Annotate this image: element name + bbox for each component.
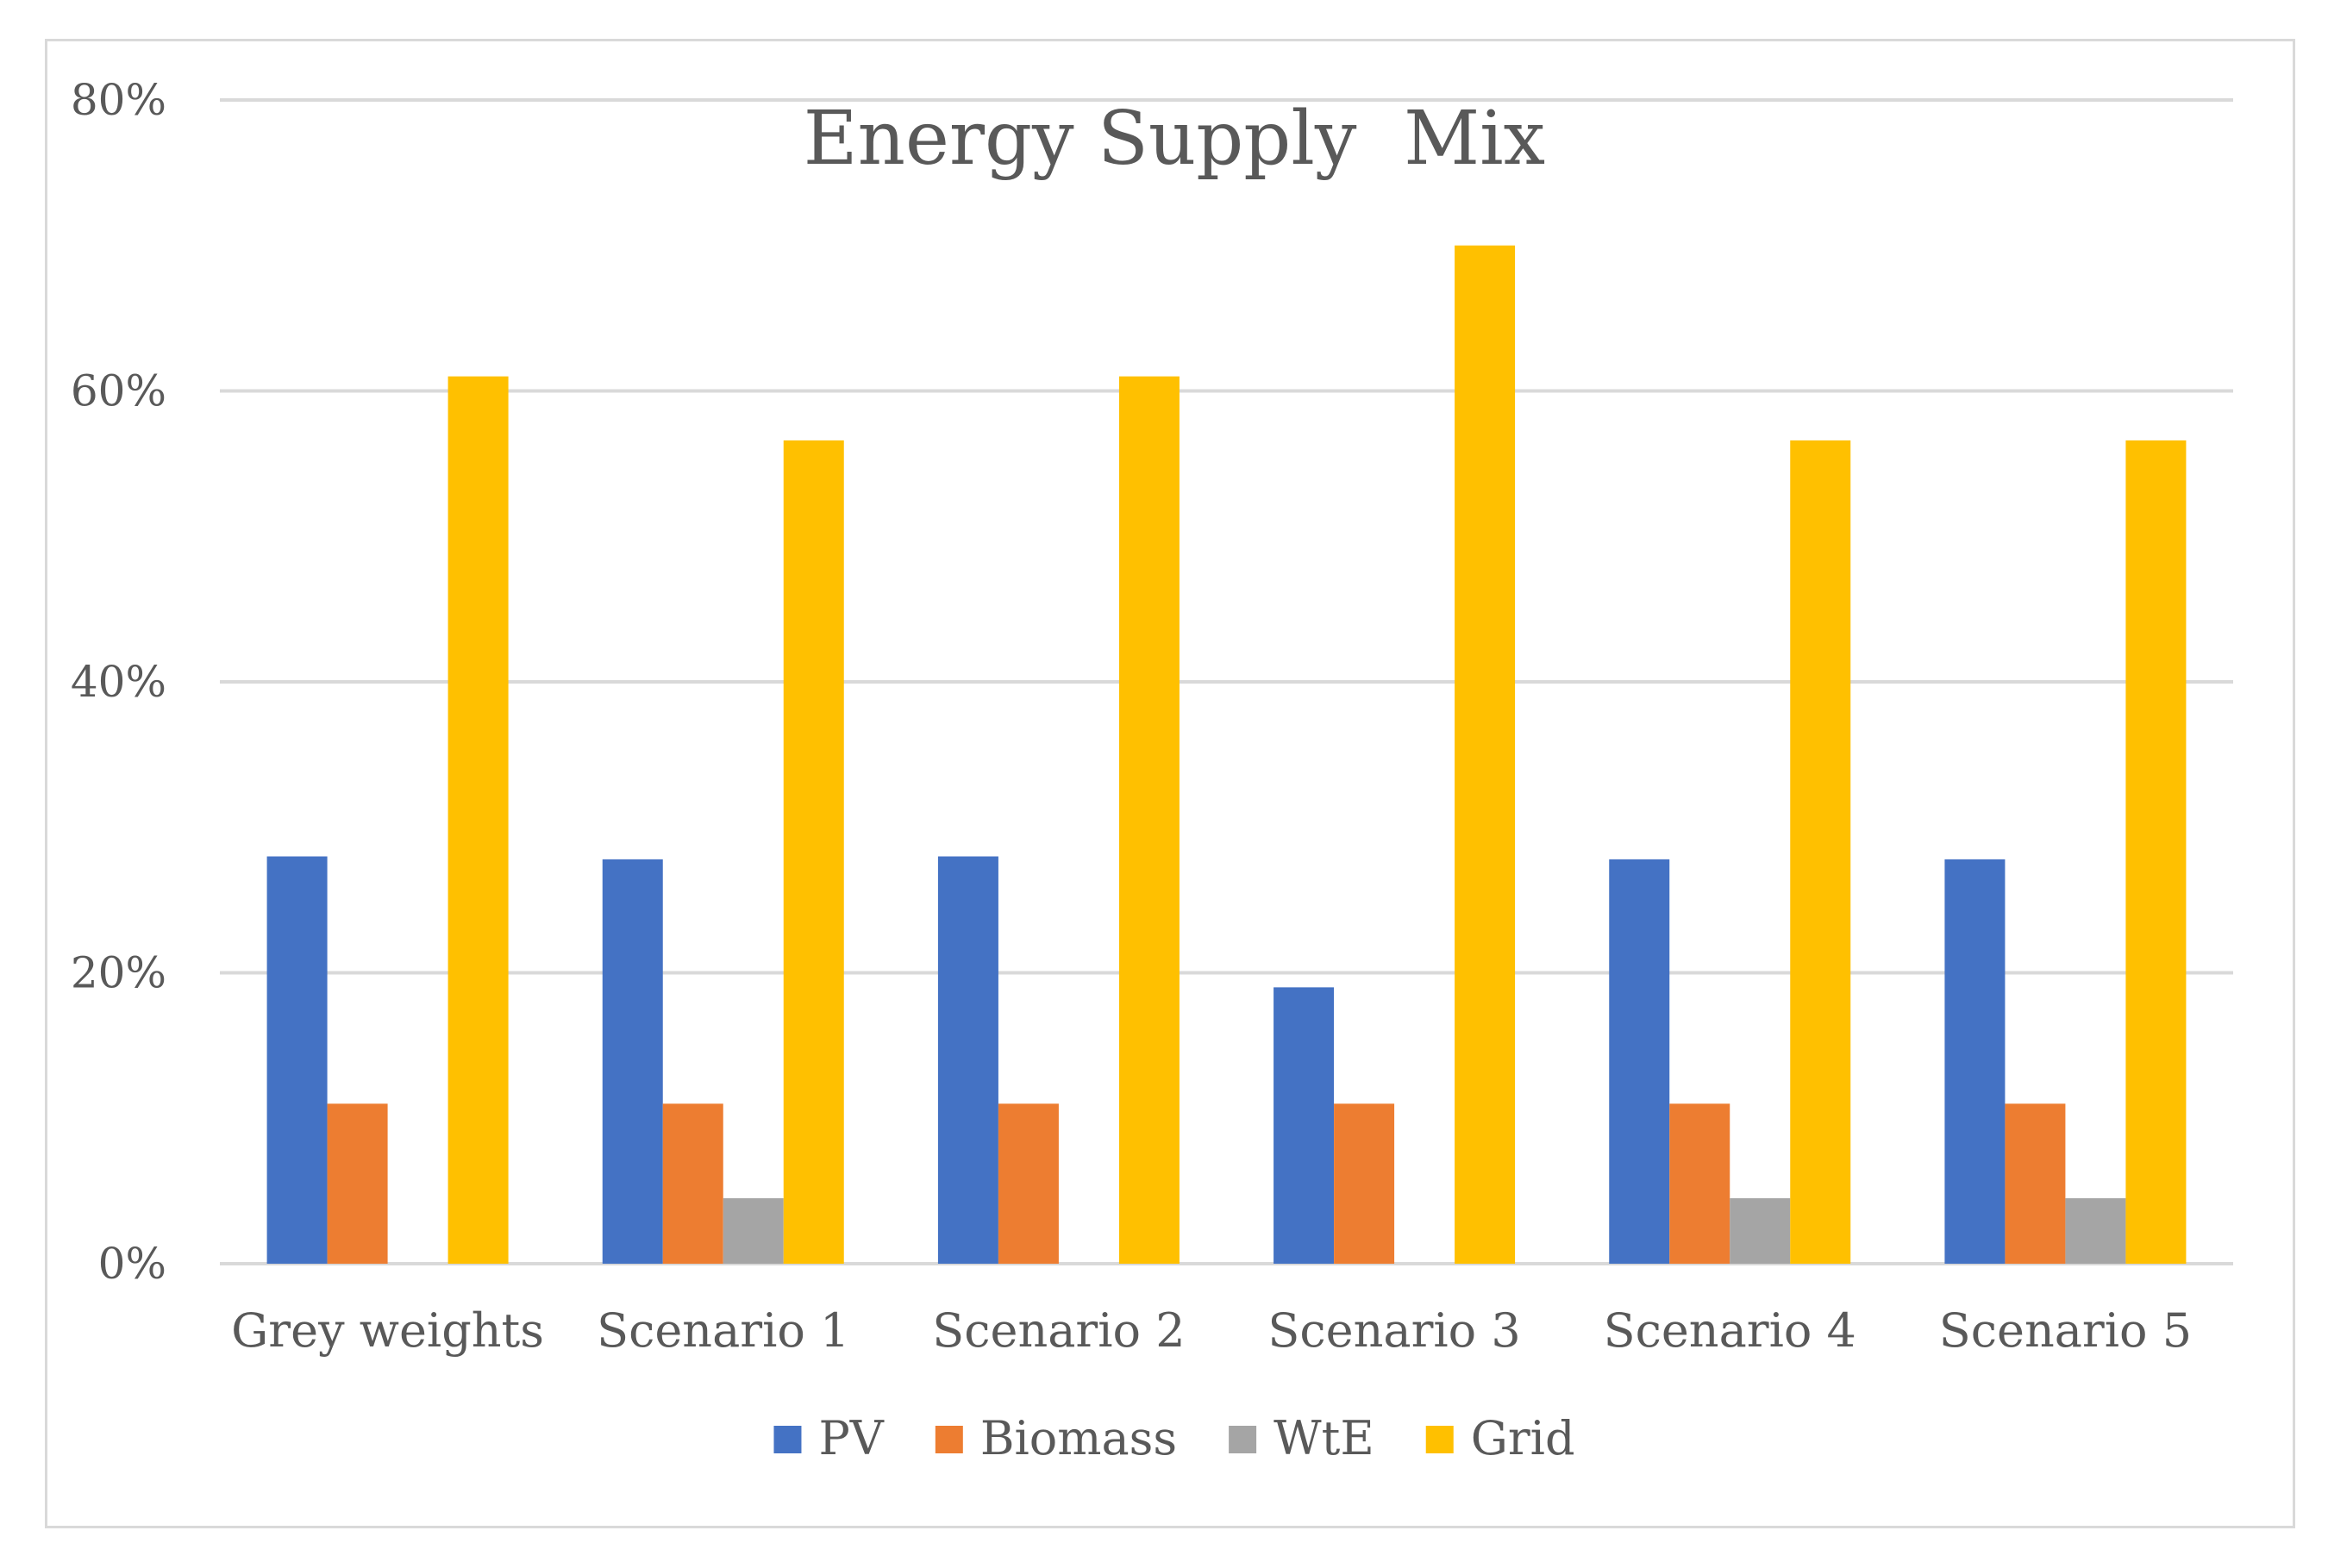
y-tick-label: 0%: [98, 1239, 166, 1289]
bar-grid-4: [1790, 440, 1851, 1264]
legend-label: WtE: [1274, 1411, 1374, 1465]
legend-swatch-pv: [773, 1426, 802, 1453]
x-axis-category-labels: Grey weights Scenario 1 Scenario 2 Scenario…: [231, 1303, 2192, 1358]
bar-pv-3: [1274, 987, 1335, 1264]
bar-biomass-1: [662, 1103, 723, 1264]
category-label: Scenario 4: [1604, 1303, 1856, 1358]
bar-grid-0: [447, 376, 509, 1264]
legend-label: Biomass: [980, 1411, 1177, 1465]
legend-swatch-biomass: [935, 1426, 963, 1453]
bar-wte-4: [1730, 1198, 1791, 1264]
bar-biomass-2: [998, 1103, 1059, 1264]
bar-pv-0: [266, 856, 328, 1264]
bars: [266, 245, 2187, 1264]
y-tick-label: 20%: [71, 948, 166, 998]
bar-biomass-5: [2005, 1103, 2066, 1264]
category-label: Scenario 1: [597, 1303, 849, 1358]
legend-label: PV: [818, 1411, 884, 1465]
bar-pv-1: [602, 859, 663, 1264]
bar-biomass-0: [327, 1103, 388, 1264]
y-tick-label: 80%: [71, 75, 166, 125]
legend-swatch-grid: [1425, 1426, 1454, 1453]
bar-grid-5: [2125, 440, 2187, 1264]
bar-grid-3: [1455, 245, 1516, 1264]
category-label: Scenario 3: [1267, 1303, 1520, 1358]
bar-wte-1: [723, 1198, 784, 1264]
chart-title: Energy Supply Mix: [804, 96, 1545, 182]
bar-wte-5: [2065, 1198, 2126, 1264]
legend-swatch-wte: [1229, 1426, 1257, 1453]
bar-grid-1: [783, 440, 844, 1264]
category-label: Grey weights: [231, 1303, 544, 1358]
y-axis-tick-labels: 0% 20% 40% 60% 80%: [71, 75, 166, 1289]
bar-grid-2: [1118, 376, 1180, 1264]
y-tick-label: 60%: [71, 366, 166, 416]
gridlines: [220, 98, 2233, 1265]
bar-pv-5: [1944, 859, 2006, 1264]
category-label: Scenario 2: [932, 1303, 1185, 1358]
legend-label: Grid: [1471, 1411, 1575, 1465]
legend: PV Biomass WtE Grid: [773, 1411, 1575, 1465]
bar-biomass-4: [1669, 1103, 1730, 1264]
bar-pv-2: [937, 856, 998, 1264]
y-tick-label: 40%: [71, 657, 166, 707]
bar-pv-4: [1609, 859, 1670, 1264]
category-label: Scenario 5: [1939, 1303, 2192, 1358]
bar-biomass-3: [1334, 1103, 1395, 1264]
